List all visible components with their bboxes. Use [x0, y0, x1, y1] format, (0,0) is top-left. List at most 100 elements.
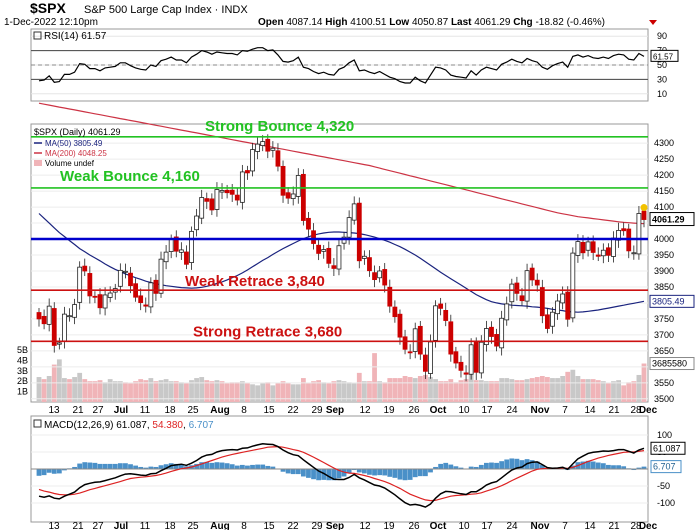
macd-histogram-bar [77, 463, 83, 469]
candle-body [641, 210, 647, 220]
volume-bar [534, 377, 540, 402]
candle-body [377, 270, 383, 279]
volume-bar [438, 381, 444, 402]
volume-bar [636, 374, 642, 402]
macd-histogram-bar [397, 469, 403, 480]
volume-bar [275, 383, 281, 402]
price-legend: $SPX (Daily) 4061.29 MA(50) 3805.49 MA(2… [34, 127, 121, 168]
macd-histogram-bar [519, 460, 525, 469]
level-label: Weak Bounce 4,160 [60, 168, 200, 185]
volume-bar [367, 381, 372, 402]
volume-bar [194, 378, 200, 402]
candle-body [173, 236, 179, 252]
macd-histogram-bar [270, 466, 276, 469]
macd-histogram-bar [224, 463, 230, 469]
macd-histogram-bar [606, 464, 611, 469]
x-tick-label: Nov [531, 521, 550, 530]
macd-histogram-bar [382, 469, 388, 476]
x-tick-label: Aug [210, 405, 229, 416]
volume-bar [295, 384, 301, 402]
candle-body [62, 313, 67, 342]
volume-bar [555, 378, 560, 402]
macd-histogram-bar [636, 467, 642, 469]
price-tick-label: 3500 [654, 394, 674, 404]
volume-bar [270, 385, 276, 402]
x-tick-label: 17 [481, 521, 493, 530]
candle-body [270, 147, 276, 151]
candle-body [417, 325, 423, 355]
candle-body [433, 305, 438, 341]
candle-body [311, 230, 316, 244]
macd-histogram-bar [529, 460, 535, 469]
ma200-line [38, 102, 645, 225]
macd-histogram-bar [468, 466, 474, 469]
volume-bar [143, 380, 149, 402]
candle-body [453, 351, 459, 364]
candle-body [428, 341, 433, 374]
volume-bar [372, 353, 377, 402]
macd-histogram-bar [361, 469, 367, 474]
macd-histogram-bar [138, 466, 144, 469]
volume-bar [412, 378, 418, 402]
volume-bar [473, 380, 479, 402]
macd-legend-text: MACD(12,26,9) 61.087, 54.380, 6.707 [44, 420, 214, 431]
price-tick-label: 3750 [654, 314, 674, 324]
candle-body [72, 304, 77, 318]
candle-body [356, 202, 362, 262]
macd-histogram-bar [377, 469, 383, 476]
volume-bar [123, 382, 128, 402]
volume-bar [173, 381, 179, 402]
volume-bar [229, 382, 235, 402]
candle-body [280, 165, 286, 196]
x-tick-label: 28 [630, 405, 642, 416]
symbol-name: S&P 500 Large Cap Index · INDX [84, 4, 248, 16]
volume-bar [107, 379, 113, 402]
macd-histogram-bar [214, 462, 220, 469]
macd-histogram-bar [504, 459, 510, 469]
x-tick-label: 19 [383, 405, 395, 416]
volume-bar [163, 379, 169, 402]
candle-body [41, 315, 47, 325]
macd-histogram-bar [117, 463, 123, 469]
macd-histogram-bar [46, 469, 52, 473]
volume-bar [483, 381, 489, 402]
macd-histogram-bar [539, 464, 545, 469]
rsi-value-tag-box [650, 49, 679, 62]
macd-histogram-bar [438, 463, 444, 469]
x-tick-label: Nov [531, 405, 550, 416]
candle-body [56, 342, 62, 345]
legend-ma50: MA(50) 3805.49 [45, 139, 103, 148]
candle-body [168, 238, 174, 252]
candle-body [468, 344, 474, 375]
volume-bar [346, 382, 352, 402]
macd-histogram-bar [250, 464, 255, 469]
macd-histogram-bar [123, 463, 128, 469]
macd-histogram-bar [173, 463, 179, 469]
candle-body [178, 249, 184, 253]
volume-bar [234, 382, 240, 402]
hist-tag-box [650, 460, 682, 474]
x-tick-label: Oct [430, 405, 447, 416]
price-tick-label: 4000 [654, 234, 674, 244]
macd-histogram-bar [331, 469, 337, 481]
x-tick-label: 24 [506, 405, 518, 416]
volume-bar [504, 378, 510, 402]
x-tick-label: Aug [210, 521, 229, 530]
x-tick-label: 7 [562, 521, 568, 530]
x-tick-label: 10 [458, 405, 470, 416]
price-tag: 4061.29 [652, 215, 685, 225]
volume-bar [565, 371, 571, 402]
price-tick-label: 3700 [654, 330, 674, 340]
candle-body [351, 203, 357, 221]
x-tick-label: 26 [408, 521, 420, 530]
volume-bar [422, 374, 428, 402]
candle-body [402, 336, 408, 350]
candle-body [565, 291, 571, 320]
macd-histogram-bar [300, 469, 306, 477]
macd-histogram-bar [102, 463, 108, 469]
volume-bar [463, 379, 469, 402]
candle-body [189, 230, 194, 263]
volume-bar [87, 381, 93, 402]
